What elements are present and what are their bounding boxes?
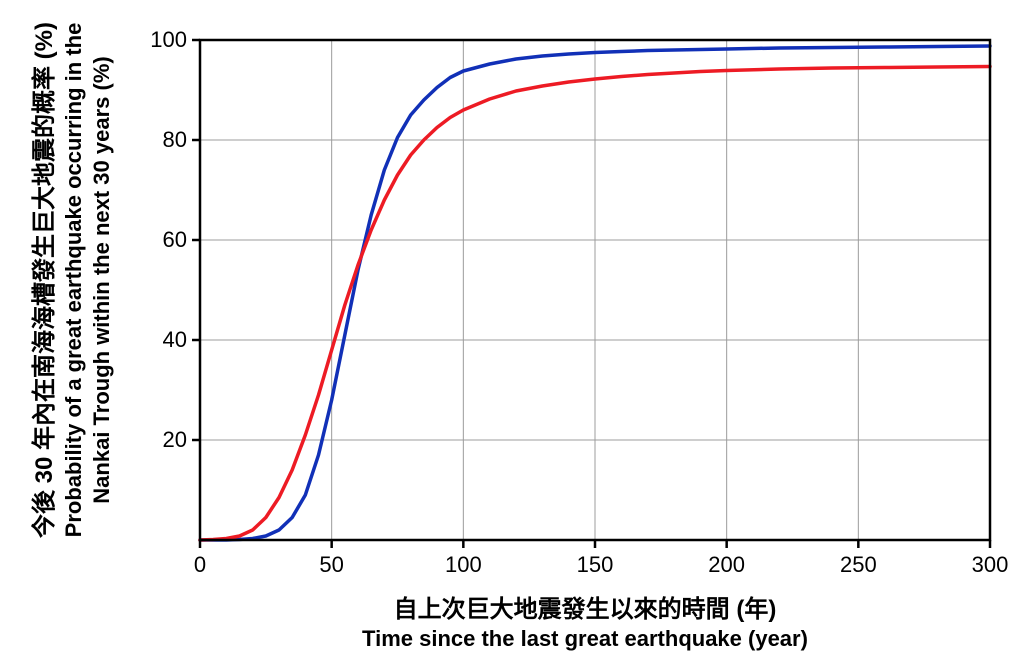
y-axis-label: 今後 30 年內在南海海槽發生巨大地震的概率 (%) Probability o… bbox=[30, 0, 150, 560]
x-axis-label-zh: 自上次巨大地震發生以來的時間 (年) bbox=[170, 595, 1000, 625]
y-tick-label: 60 bbox=[137, 227, 187, 253]
y-axis-label-zh: 今後 30 年內在南海海槽發生巨大地震的概率 (%) bbox=[30, 0, 60, 560]
x-tick-label: 150 bbox=[565, 552, 625, 578]
x-tick-label: 300 bbox=[960, 552, 1020, 578]
y-tick-label: 100 bbox=[137, 27, 187, 53]
x-axis-label: 自上次巨大地震發生以來的時間 (年) Time since the last g… bbox=[170, 595, 1000, 653]
x-tick-label: 100 bbox=[433, 552, 493, 578]
chart-svg bbox=[170, 30, 1000, 550]
x-axis-label-en: Time since the last great earthquake (ye… bbox=[170, 625, 1000, 653]
y-tick-label: 20 bbox=[137, 427, 187, 453]
x-tick-label: 250 bbox=[828, 552, 888, 578]
y-tick-label: 80 bbox=[137, 127, 187, 153]
y-axis-label-en-2: Nankai Trough within the next 30 years (… bbox=[88, 0, 116, 560]
y-axis-label-en-1: Probability of a great earthquake occurr… bbox=[60, 0, 88, 560]
y-tick-label: 40 bbox=[137, 327, 187, 353]
x-tick-label: 0 bbox=[170, 552, 230, 578]
x-tick-label: 200 bbox=[697, 552, 757, 578]
x-tick-label: 50 bbox=[302, 552, 362, 578]
